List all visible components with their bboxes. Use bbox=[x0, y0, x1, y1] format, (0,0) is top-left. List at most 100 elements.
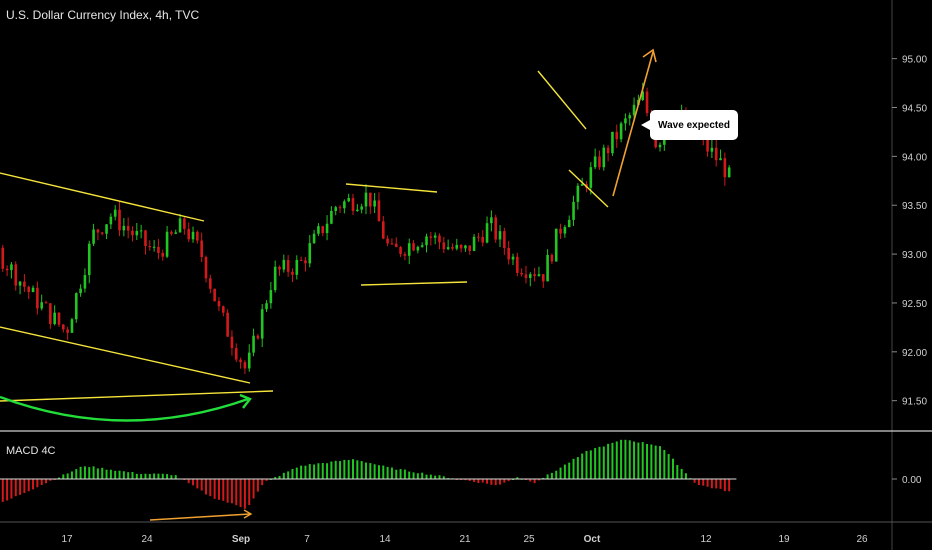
macd-bar bbox=[317, 463, 320, 479]
candle-body bbox=[477, 236, 480, 238]
candle-body bbox=[381, 221, 385, 239]
candle-body bbox=[96, 229, 100, 233]
macd-bar bbox=[144, 473, 147, 479]
candle-body bbox=[494, 217, 497, 240]
macd-bar bbox=[429, 474, 432, 479]
candle-body bbox=[109, 216, 113, 225]
candle-body bbox=[589, 167, 593, 188]
candle-body bbox=[126, 225, 130, 231]
candle-body bbox=[144, 230, 147, 246]
candle-body bbox=[572, 201, 575, 220]
macd-bar bbox=[598, 446, 601, 479]
candle-body bbox=[628, 115, 632, 119]
macd-bar bbox=[503, 479, 506, 483]
trendline-range-bottom bbox=[360, 281, 468, 286]
candle-body bbox=[719, 158, 722, 161]
macd-bar bbox=[92, 466, 95, 479]
candle-body bbox=[459, 244, 463, 249]
candle-body bbox=[273, 266, 277, 291]
macd-bar bbox=[326, 463, 329, 479]
macd-bar bbox=[654, 445, 657, 479]
candle-body bbox=[420, 245, 424, 247]
macd-bar bbox=[230, 479, 233, 504]
macd-bar bbox=[308, 464, 311, 479]
macd-bar bbox=[304, 465, 307, 479]
candle-body bbox=[606, 147, 610, 154]
candle-body bbox=[260, 309, 264, 339]
candle-body bbox=[304, 260, 307, 264]
candle-body bbox=[234, 348, 238, 360]
macd-bar bbox=[27, 479, 30, 492]
macd-bar bbox=[516, 477, 519, 479]
macd-title: MACD 4C bbox=[6, 445, 56, 457]
macd-bar bbox=[438, 475, 441, 479]
price-tick-label: 93.00 bbox=[902, 250, 927, 261]
time-tick-label: 21 bbox=[459, 534, 471, 545]
time-tick-label: Sep bbox=[232, 534, 250, 545]
macd-bar bbox=[412, 472, 415, 479]
candle-body bbox=[429, 236, 433, 238]
candle-body bbox=[632, 104, 636, 116]
macd-bar bbox=[646, 443, 649, 479]
macd-bar bbox=[192, 479, 195, 486]
trendline-base bbox=[0, 390, 274, 402]
candle-body bbox=[105, 224, 108, 234]
candle-body bbox=[394, 243, 398, 248]
macd-bar bbox=[356, 460, 359, 479]
candle-body bbox=[334, 207, 338, 211]
macd-bar bbox=[213, 479, 216, 499]
candle-body bbox=[204, 257, 208, 279]
macd-bar bbox=[1, 479, 4, 502]
macd-bar bbox=[196, 479, 199, 489]
trendline-lower-left bbox=[0, 326, 251, 384]
drawings bbox=[0, 48, 657, 521]
macd-bar bbox=[421, 472, 424, 479]
candle-body bbox=[576, 185, 580, 202]
candle-body bbox=[602, 147, 606, 168]
macd-bar bbox=[248, 479, 251, 506]
candle-body bbox=[364, 192, 368, 207]
candle-body bbox=[373, 200, 376, 207]
macd-bar bbox=[529, 479, 532, 482]
candle-body bbox=[74, 293, 78, 320]
macd-bar bbox=[222, 479, 225, 501]
macd-bar bbox=[96, 468, 99, 479]
candle-body bbox=[723, 158, 727, 178]
candle-body bbox=[79, 288, 82, 294]
macd-bar bbox=[555, 470, 558, 479]
macd-bar bbox=[697, 479, 700, 486]
wave-arrowhead bbox=[642, 48, 657, 63]
macd-bar bbox=[425, 474, 428, 479]
macd-bar bbox=[473, 479, 476, 482]
candle-body bbox=[278, 266, 281, 270]
macd-bar bbox=[494, 479, 497, 486]
candle-body bbox=[347, 198, 350, 202]
candle-body bbox=[472, 236, 476, 251]
candle-body bbox=[360, 206, 363, 210]
candle-body bbox=[369, 192, 372, 207]
candle-body bbox=[122, 225, 126, 231]
candle-body bbox=[654, 134, 657, 148]
candle-body bbox=[118, 209, 121, 231]
candle-body bbox=[412, 243, 415, 251]
candle-body bbox=[503, 231, 506, 248]
macd-bar bbox=[14, 479, 17, 497]
macd-bar bbox=[66, 473, 69, 479]
macd-bar bbox=[633, 441, 636, 479]
macd-bar bbox=[321, 463, 324, 479]
macd-bar bbox=[347, 460, 350, 479]
candle-body bbox=[727, 167, 731, 178]
macd-bar bbox=[339, 461, 342, 479]
macd-bar bbox=[667, 454, 670, 479]
macd-bar bbox=[174, 475, 177, 479]
macd-bar bbox=[684, 473, 687, 479]
macd-bar bbox=[546, 474, 549, 479]
candle-body bbox=[269, 290, 273, 304]
macd-bar bbox=[589, 450, 592, 479]
candle-body bbox=[343, 201, 346, 209]
macd-bar bbox=[663, 449, 666, 479]
macd-bar bbox=[373, 464, 376, 479]
candle-body bbox=[187, 228, 191, 240]
candle-body bbox=[14, 264, 18, 286]
candle-body bbox=[18, 281, 22, 286]
